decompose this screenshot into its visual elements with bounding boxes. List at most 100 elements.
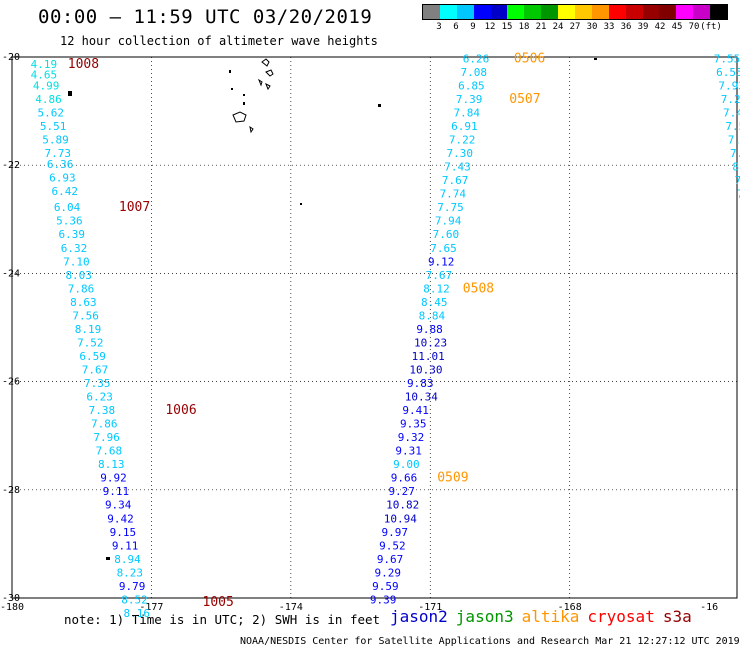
wave-height-value: 7.65 bbox=[430, 242, 457, 255]
wave-height-value: 9.11 bbox=[112, 539, 138, 552]
latitude-tick-label: -22 bbox=[2, 160, 20, 171]
color-scale-swatch bbox=[608, 5, 626, 19]
wave-height-value: 6.59 bbox=[79, 350, 106, 363]
wave-height-value: 7.08 bbox=[460, 66, 487, 79]
island-shape bbox=[261, 58, 270, 67]
wave-height-value: 5.36 bbox=[56, 215, 83, 228]
wave-height-value: 6.42 bbox=[52, 185, 79, 198]
wave-height-value: 8.94 bbox=[114, 553, 141, 566]
island-shape bbox=[265, 69, 274, 77]
wave-height-value: 7.22 bbox=[721, 93, 740, 106]
wave-height-value: 6.85 bbox=[458, 79, 485, 92]
wave-height-value: 7.43 bbox=[723, 107, 740, 120]
wave-height-value: 7.86 bbox=[91, 418, 118, 431]
island-dot bbox=[231, 88, 233, 90]
color-scale-label: 45 bbox=[671, 22, 683, 32]
wave-height-value: 4.99 bbox=[33, 79, 60, 92]
wave-height-value: 6.32 bbox=[61, 242, 88, 255]
wave-height-value: 7.38 bbox=[89, 404, 116, 417]
wave-height-value: 8.13 bbox=[98, 458, 125, 471]
color-scale-swatches bbox=[422, 4, 729, 20]
island-shape bbox=[257, 78, 263, 87]
wave-height-value: 4.65 bbox=[31, 69, 58, 82]
color-scale-swatch bbox=[524, 5, 542, 19]
color-scale-label: 33 bbox=[603, 22, 615, 32]
wave-height-value: 7.22 bbox=[449, 134, 476, 147]
island-dot bbox=[106, 557, 110, 560]
wave-height-value: 9.97 bbox=[381, 526, 408, 539]
color-scale-label: 18 bbox=[518, 22, 530, 32]
wave-height-value: 7.93 bbox=[718, 79, 740, 92]
color-scale-label: 39 bbox=[637, 22, 649, 32]
wave-height-value: 8.54 bbox=[732, 161, 740, 174]
wave-height-value: 9.52 bbox=[379, 539, 406, 552]
wave-height-value: 5.62 bbox=[38, 107, 65, 120]
color-scale-swatch bbox=[575, 5, 592, 19]
longitude-tick-label: -177 bbox=[139, 602, 163, 613]
longitude-tick-label: -180 bbox=[0, 602, 24, 613]
wave-height-value: 6.91 bbox=[451, 120, 478, 133]
island-dot bbox=[68, 91, 72, 96]
wave-height-value: 7.56 bbox=[72, 309, 99, 322]
island-dot bbox=[378, 104, 381, 107]
wave-height-value: 9.29 bbox=[375, 566, 402, 579]
wave-height-value: 10.23 bbox=[414, 336, 447, 349]
latitude-tick-label: -30 bbox=[2, 593, 20, 604]
wave-height-value: 5.51 bbox=[40, 120, 66, 133]
wave-height-value: 8.84 bbox=[419, 309, 446, 322]
color-scale-label: 9 bbox=[470, 22, 476, 32]
color-scale-label: 27 bbox=[569, 22, 581, 32]
wave-height-value: 9.11 bbox=[103, 485, 130, 498]
map-frame bbox=[11, 56, 738, 599]
wave-height-value: 7.39 bbox=[456, 93, 483, 106]
wave-height-value: 7.67 bbox=[426, 269, 453, 282]
color-scale-label: 30 bbox=[586, 22, 598, 32]
satellite-legend-item: altika bbox=[521, 607, 580, 626]
wave-height-value: 6.04 bbox=[54, 201, 81, 214]
wave-height-value: 9.88 bbox=[416, 323, 443, 336]
map-grid: -180 -177 -174 -171 -168 -16 -20 -22 -24 -26 -28 -3… bbox=[0, 52, 738, 613]
latitude-tick-label: -26 bbox=[2, 377, 20, 388]
color-scale-swatch bbox=[473, 5, 491, 19]
satellite-legend-item: jason3 bbox=[455, 607, 514, 626]
wave-height-value: 4.19 bbox=[31, 58, 58, 71]
wave-height-value: 9.12 bbox=[428, 255, 455, 268]
wave-height-value: 7.30 bbox=[447, 147, 474, 160]
wave-height-value: 6.39 bbox=[58, 228, 85, 241]
wave-height-value: 9.42 bbox=[107, 512, 133, 525]
wave-height-value: 9.35 bbox=[400, 418, 427, 431]
color-scale-legend: 3 6 9 12 15 18 21 24 27 30 33 36 39 42 45 70 (ft) bbox=[422, 4, 729, 32]
wave-height-value: 7.52 bbox=[77, 336, 104, 349]
wave-height-value: 7.67 bbox=[82, 363, 109, 376]
wave-height-value: 6.23 bbox=[86, 391, 113, 404]
wave-height-value: 7.6 bbox=[735, 174, 740, 187]
color-scale-swatch bbox=[710, 5, 728, 19]
wave-height-value: 7.80 bbox=[728, 134, 740, 147]
wave-height-value: 9.39 bbox=[370, 593, 397, 606]
wave-height-value: 5.89 bbox=[42, 134, 68, 147]
wave-height-value: 9.27 bbox=[388, 485, 415, 498]
latitude-tick-label: -24 bbox=[2, 268, 20, 279]
color-scale-swatch bbox=[423, 5, 440, 19]
wave-height-value: 9.32 bbox=[398, 431, 425, 444]
wave-height-value: 7.74 bbox=[440, 188, 467, 201]
wave-height-value: 7.52 bbox=[725, 120, 740, 133]
satellite-legend-item: cryosat bbox=[587, 607, 655, 626]
units-note: note: 1) Time is in UTC; 2) SWH is in fe… bbox=[64, 612, 381, 627]
wave-height-value: 7.60 bbox=[433, 228, 460, 241]
island-outlines bbox=[68, 58, 597, 560]
wave-height-value: 7.43 bbox=[444, 161, 471, 174]
pass-time-label: 0506 bbox=[514, 51, 545, 66]
island-shape bbox=[249, 125, 254, 134]
latitude-tick-label: -20 bbox=[2, 52, 20, 63]
color-scale-label: 15 bbox=[501, 22, 513, 32]
wave-height-value: 9.59 bbox=[372, 580, 399, 593]
wave-height-value: 7. bbox=[737, 188, 740, 201]
color-scale-swatch bbox=[456, 5, 474, 19]
color-scale-label: 24 bbox=[552, 22, 564, 32]
longitude-tick-label: -171 bbox=[418, 602, 442, 613]
longitude-tick-label: -16 bbox=[700, 602, 718, 613]
wave-height-value: 7.75 bbox=[437, 201, 464, 214]
wave-height-value: 6.55 bbox=[716, 66, 740, 79]
